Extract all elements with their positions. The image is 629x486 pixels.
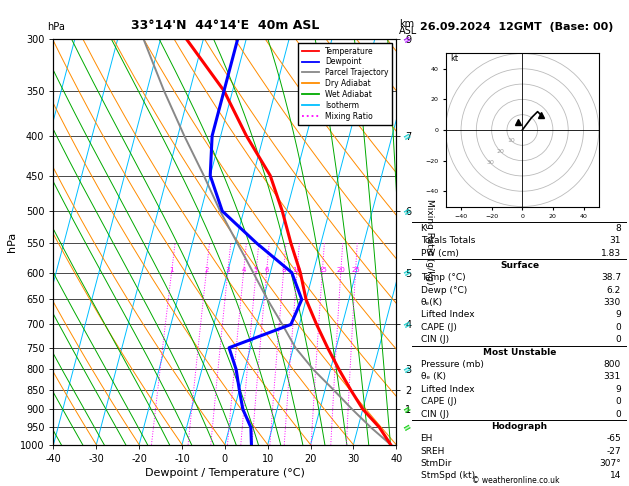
Text: Dewp (°C): Dewp (°C) <box>421 286 467 295</box>
Text: 6.2: 6.2 <box>606 286 621 295</box>
Text: 0: 0 <box>615 323 621 332</box>
Text: hPa: hPa <box>47 21 65 32</box>
Text: 20: 20 <box>497 149 505 154</box>
Text: ≡: ≡ <box>401 403 413 416</box>
Text: StmDir: StmDir <box>421 459 452 468</box>
Text: ≡: ≡ <box>401 129 413 142</box>
Text: 15: 15 <box>318 266 326 273</box>
Text: PW (cm): PW (cm) <box>421 248 459 258</box>
Text: 5: 5 <box>254 266 259 273</box>
Text: 10: 10 <box>508 138 515 143</box>
Y-axis label: Mixing Ratio (g/kg): Mixing Ratio (g/kg) <box>425 199 435 285</box>
Text: ≡: ≡ <box>401 33 413 45</box>
X-axis label: Dewpoint / Temperature (°C): Dewpoint / Temperature (°C) <box>145 468 305 478</box>
Text: 9: 9 <box>615 311 621 319</box>
Text: θₑ (K): θₑ (K) <box>421 372 445 382</box>
Text: Most Unstable: Most Unstable <box>483 347 557 357</box>
Text: 33°14'N  44°14'E  40m ASL: 33°14'N 44°14'E 40m ASL <box>131 18 319 32</box>
Text: 38.7: 38.7 <box>601 273 621 282</box>
Text: 8: 8 <box>281 266 286 273</box>
Text: 800: 800 <box>604 360 621 369</box>
Text: 4: 4 <box>242 266 246 273</box>
Text: ≡: ≡ <box>401 363 413 376</box>
Text: 2: 2 <box>204 266 208 273</box>
Text: Totals Totals: Totals Totals <box>421 236 475 245</box>
Text: kt: kt <box>450 54 459 63</box>
Text: 26.09.2024  12GMT  (Base: 00): 26.09.2024 12GMT (Base: 00) <box>420 21 613 32</box>
Text: ≡: ≡ <box>401 318 413 331</box>
Legend: Temperature, Dewpoint, Parcel Trajectory, Dry Adiabat, Wet Adiabat, Isotherm, Mi: Temperature, Dewpoint, Parcel Trajectory… <box>298 43 392 125</box>
Text: 14: 14 <box>610 471 621 481</box>
Text: SREH: SREH <box>421 447 445 456</box>
Text: 0: 0 <box>615 397 621 406</box>
Text: 9: 9 <box>615 385 621 394</box>
Text: CAPE (J): CAPE (J) <box>421 397 457 406</box>
Text: Pressure (mb): Pressure (mb) <box>421 360 484 369</box>
Text: K: K <box>421 224 426 233</box>
Text: 0: 0 <box>615 410 621 418</box>
Text: -65: -65 <box>606 434 621 443</box>
Text: 330: 330 <box>604 298 621 307</box>
Text: 331: 331 <box>604 372 621 382</box>
Text: © weatheronline.co.uk: © weatheronline.co.uk <box>472 476 560 485</box>
Text: Hodograph: Hodograph <box>492 422 548 431</box>
Text: 20: 20 <box>337 266 345 273</box>
Text: 1: 1 <box>169 266 174 273</box>
Text: Surface: Surface <box>500 261 539 270</box>
Text: 30: 30 <box>486 160 494 165</box>
Text: 0: 0 <box>615 335 621 344</box>
Text: 3: 3 <box>225 266 230 273</box>
Text: 307°: 307° <box>599 459 621 468</box>
Text: 31: 31 <box>610 236 621 245</box>
Text: Temp (°C): Temp (°C) <box>421 273 465 282</box>
Text: km: km <box>399 19 415 29</box>
Y-axis label: hPa: hPa <box>7 232 17 252</box>
Text: StmSpd (kt): StmSpd (kt) <box>421 471 475 481</box>
Text: CIN (J): CIN (J) <box>421 410 448 418</box>
Text: ≡: ≡ <box>401 266 413 279</box>
Text: 6: 6 <box>264 266 269 273</box>
Text: -27: -27 <box>606 447 621 456</box>
Text: CIN (J): CIN (J) <box>421 335 448 344</box>
Text: ≡: ≡ <box>401 421 413 434</box>
Text: θₑ(K): θₑ(K) <box>421 298 443 307</box>
Text: EH: EH <box>421 434 433 443</box>
Text: 10: 10 <box>292 266 301 273</box>
Text: CAPE (J): CAPE (J) <box>421 323 457 332</box>
Text: 8: 8 <box>615 224 621 233</box>
Text: ASL: ASL <box>399 26 418 36</box>
Text: Lifted Index: Lifted Index <box>421 311 474 319</box>
Text: Lifted Index: Lifted Index <box>421 385 474 394</box>
Text: ≡: ≡ <box>401 205 413 217</box>
Text: 1.83: 1.83 <box>601 248 621 258</box>
Text: 25: 25 <box>351 266 360 273</box>
